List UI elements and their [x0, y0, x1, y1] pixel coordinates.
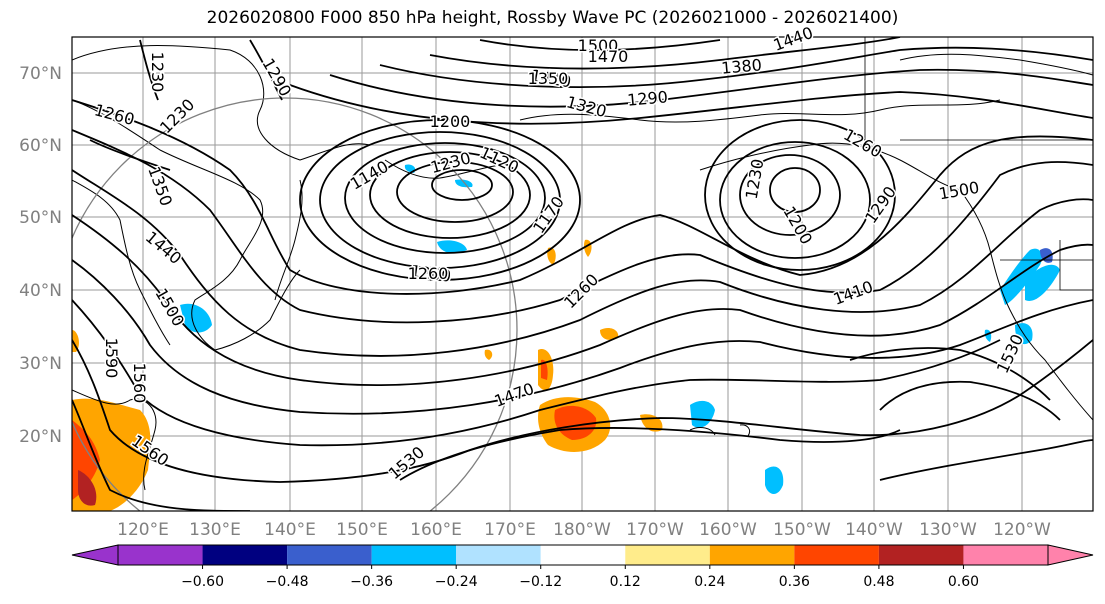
shading-pacific-positive	[484, 239, 663, 452]
lon-label: 120°W	[993, 520, 1051, 540]
contour-label: 1590	[102, 338, 121, 379]
colorbar-tick-label: −0.24	[435, 574, 478, 590]
lon-label: 170°W	[626, 520, 684, 540]
lat-label: 20°N	[19, 427, 62, 447]
longitude-labels: 120°E 130°E 140°E 150°E 160°E 170°E 180°W 170°W…	[117, 520, 1051, 540]
colorbar-tick-label: −0.36	[350, 574, 393, 590]
colorbar-tick-label: −0.60	[181, 574, 224, 590]
colorbar-swatch	[456, 545, 541, 565]
colorbar-tick-label: 0.24	[694, 574, 725, 590]
contour-label: 1380	[720, 55, 762, 77]
colorbar: −0.60 −0.48 −0.36 −0.24 −0.12 0.12 0.24 0.36 0.4…	[71, 544, 1094, 590]
contour-label: 1290	[626, 87, 668, 109]
lon-label: 140°W	[845, 520, 903, 540]
colorbar-swatch	[202, 545, 288, 565]
lon-label: 160°E	[410, 520, 462, 540]
contour-label: 1260	[408, 264, 449, 283]
colorbar-tick-label: 0.12	[610, 574, 641, 590]
lon-label: 140°E	[264, 520, 316, 540]
colorbar-swatch	[878, 545, 964, 565]
contour-label: 1350	[528, 69, 569, 88]
map-title: 2026020800 F000 850 hPa height, Rossby W…	[206, 8, 899, 28]
contour-label: 1200	[430, 112, 471, 131]
colorbar-swatch	[371, 545, 457, 565]
latitude-labels: 70°N 60°N 50°N 40°N 30°N 20°N	[19, 64, 62, 447]
colorbar-swatch	[963, 545, 1048, 565]
colorbar-tick-label: −0.48	[266, 574, 309, 590]
colorbar-swatch	[118, 545, 203, 565]
shading-asia-positive	[72, 330, 151, 511]
height-contours	[72, 37, 1093, 511]
lon-label: 160°W	[699, 520, 757, 540]
contour-label: 1470	[588, 47, 629, 66]
colorbar-tick-label: 0.48	[863, 574, 894, 590]
lat-label: 60°N	[19, 136, 62, 156]
colorbar-swatch	[540, 545, 626, 565]
contour-label: 1230	[148, 52, 167, 93]
colorbar-swatch	[794, 545, 879, 565]
colorbar-tick-label: 0.36	[779, 574, 810, 590]
lon-label: 180°W	[553, 520, 611, 540]
colorbar-swatch	[287, 545, 372, 565]
shading-negative	[180, 164, 1060, 495]
reference-circle	[72, 97, 518, 511]
lon-label: 170°E	[484, 520, 536, 540]
lon-label: 120°E	[117, 520, 169, 540]
lon-label: 150°W	[773, 520, 831, 540]
colorbar-swatch	[709, 545, 795, 565]
colorbar-swatch	[625, 545, 710, 565]
colorbar-extend-max	[1047, 544, 1094, 566]
colorbar-tick-label: 0.60	[948, 574, 979, 590]
colorbar-extend-min	[71, 544, 119, 566]
lon-label: 130°E	[189, 520, 241, 540]
contour-label: 1560	[130, 363, 149, 404]
lat-label: 40°N	[19, 281, 62, 301]
lon-label: 130°W	[919, 520, 977, 540]
colorbar-tick-label: −0.12	[519, 574, 562, 590]
lat-label: 30°N	[19, 354, 62, 374]
lat-label: 70°N	[19, 64, 62, 84]
lon-label: 150°E	[336, 520, 388, 540]
contour-label: 1500	[578, 36, 619, 55]
lat-label: 50°N	[19, 208, 62, 228]
map-frame	[71, 36, 1094, 512]
